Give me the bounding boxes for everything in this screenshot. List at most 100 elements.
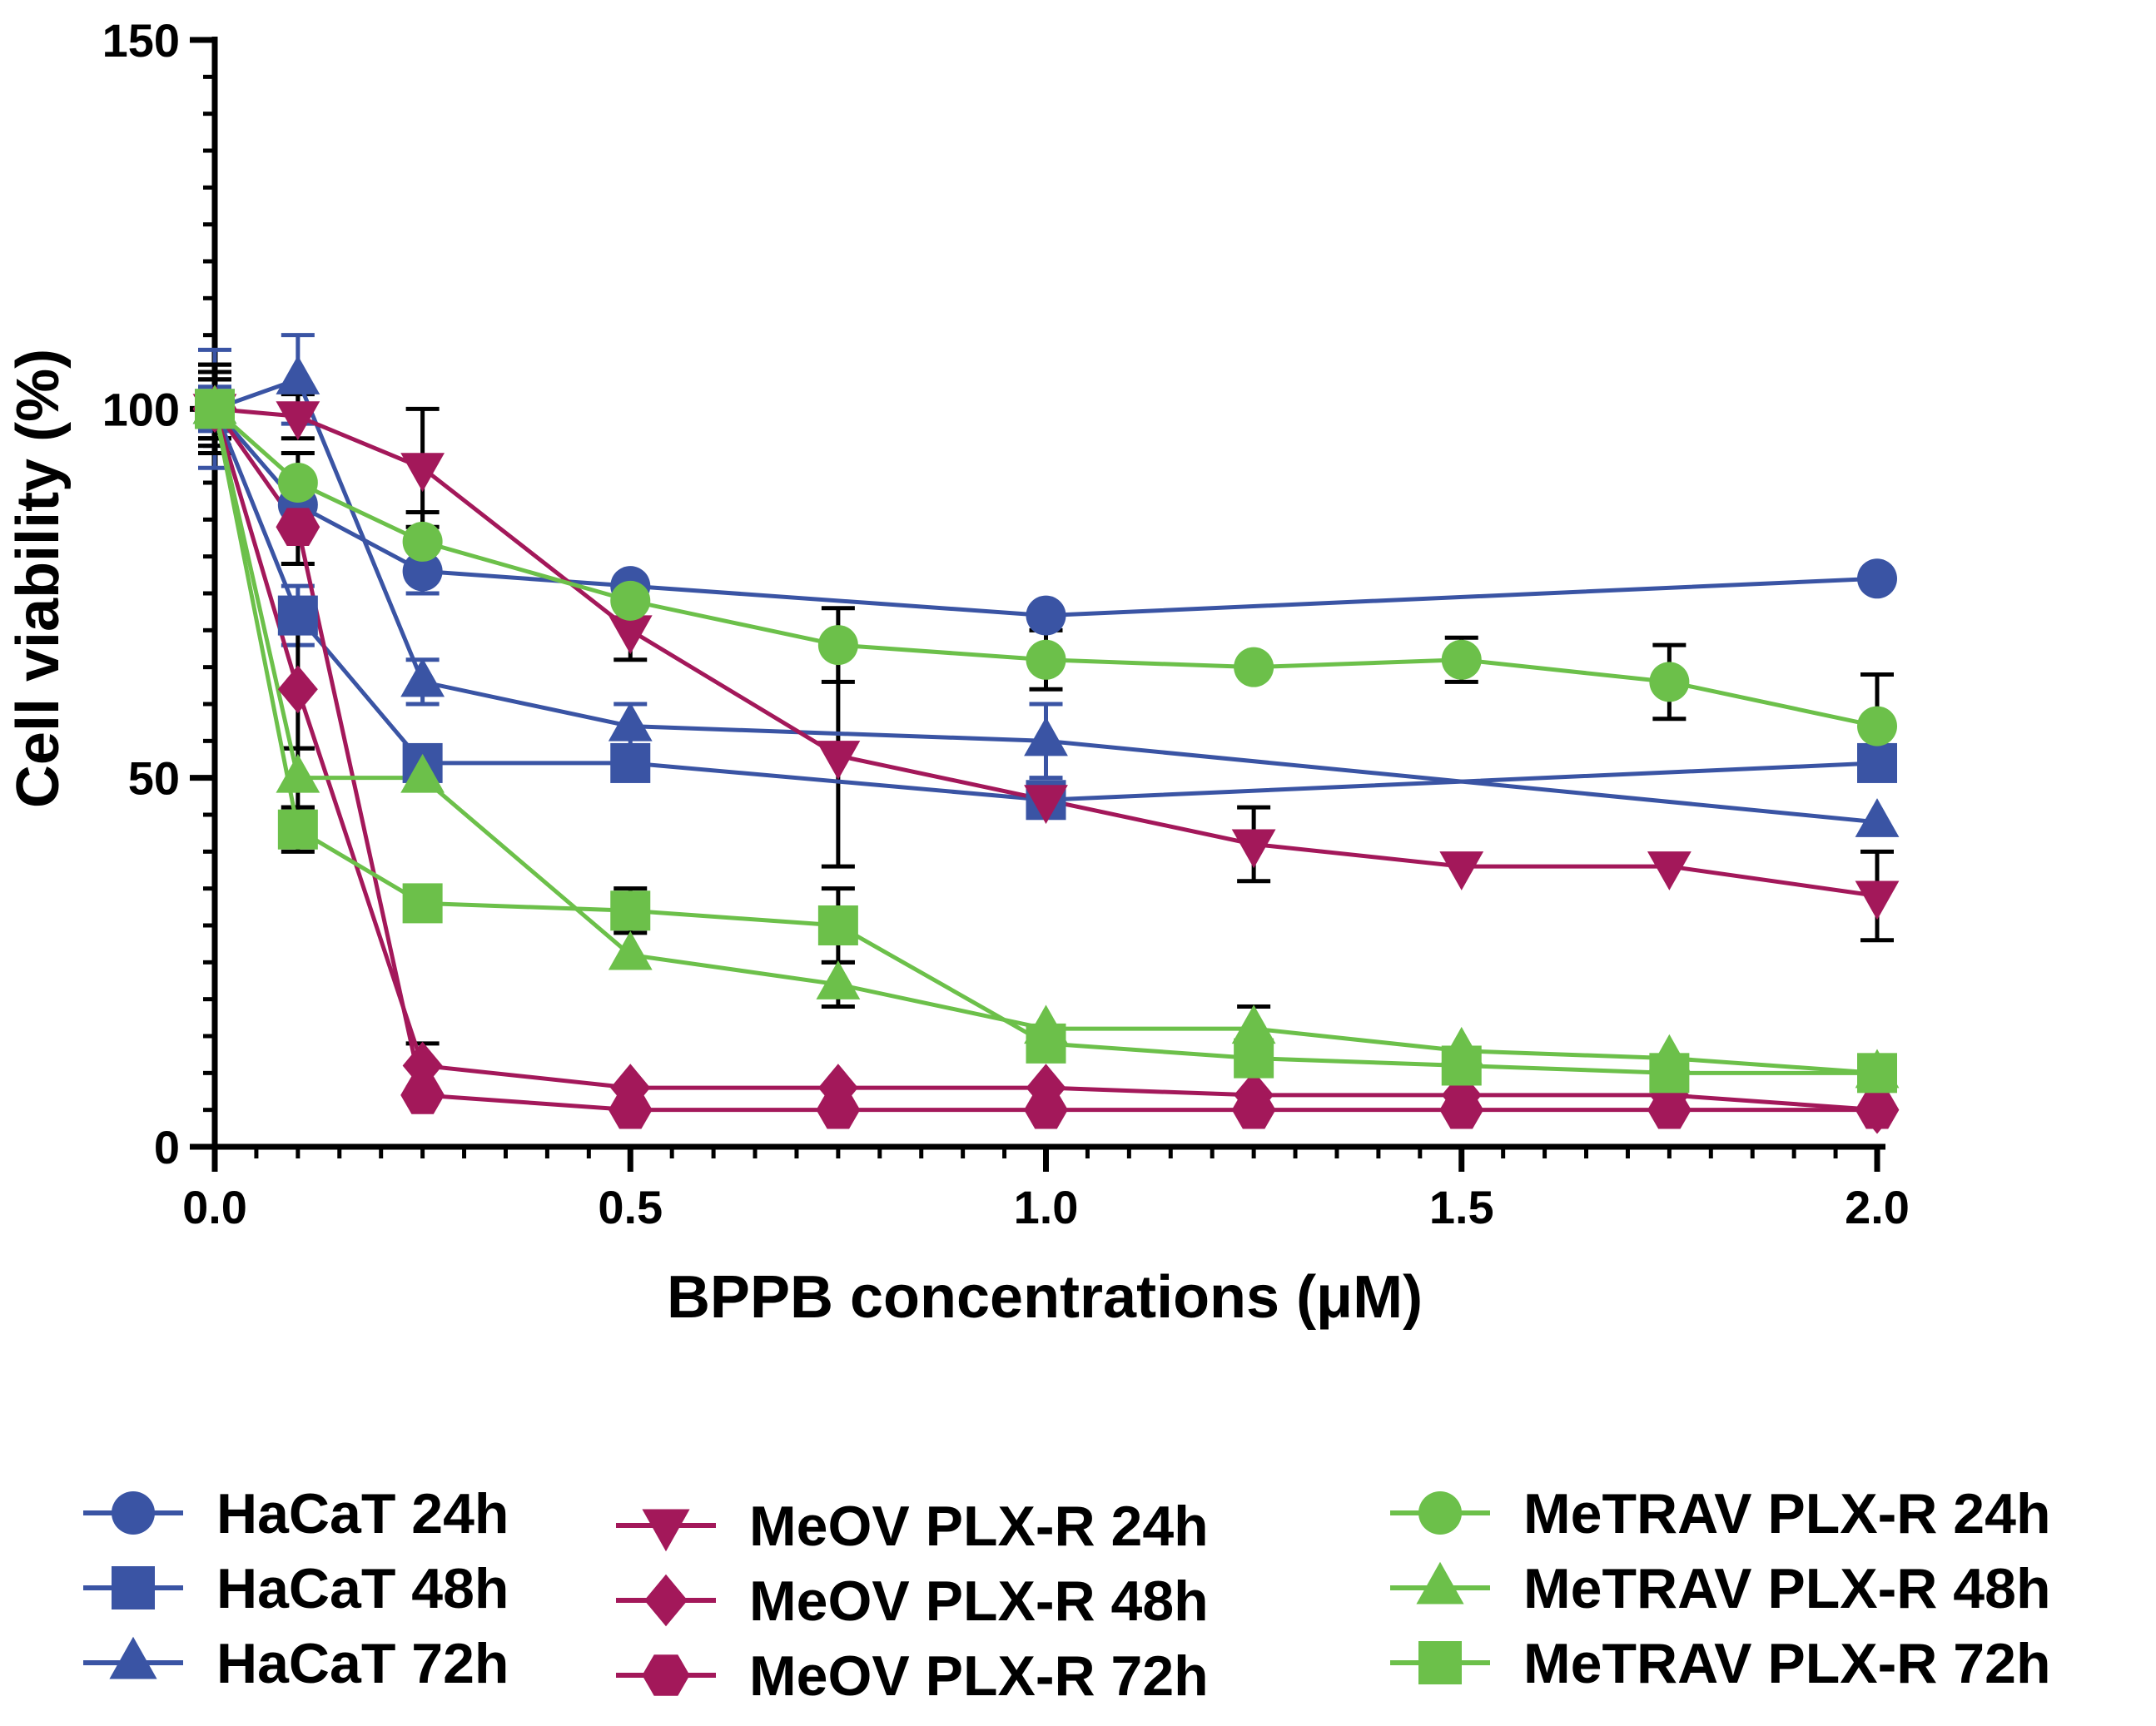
data-point [277, 665, 318, 714]
legend-marker [1418, 1641, 1462, 1684]
legend-label: MeTRAV PLX-R 24h [1523, 1482, 2050, 1545]
data-point [1024, 717, 1068, 756]
y-tick-label: 0 [154, 1121, 180, 1173]
legend: HaCaT 24h HaCaT 48h HaCaT 72h MeOV PLX-R 24… [83, 1482, 2050, 1708]
data-point [402, 521, 443, 562]
legend-marker [109, 1636, 157, 1679]
legend-marker [644, 1574, 688, 1627]
data-point [608, 615, 653, 655]
series-markers-8 [195, 389, 1897, 1094]
data-point [277, 595, 318, 636]
data-point [400, 753, 445, 793]
legend-item: MeTRAV PLX-R 24h [1390, 1482, 2050, 1545]
legend-item: MeOV PLX-R 48h [616, 1570, 1209, 1633]
legend-marker [112, 1491, 155, 1535]
series-line-1 [212, 408, 1878, 802]
series-line-5 [212, 407, 1877, 1113]
x-tick-label: 1.0 [1014, 1181, 1079, 1233]
series-markers-0 [195, 389, 1897, 636]
data-point [1441, 639, 1482, 680]
data-point [1857, 558, 1897, 599]
x-tick-label: 0.5 [598, 1181, 663, 1233]
data-point [277, 463, 318, 503]
axes: 0 50 100 150 0.0 0.5 1.0 1.5 2.0 [102, 14, 1910, 1233]
series-line-3 [214, 406, 1878, 899]
data-point [1024, 1090, 1068, 1129]
data-point [610, 890, 651, 931]
legend-marker [642, 1654, 690, 1696]
legend-marker [1418, 1491, 1462, 1535]
data-point [1855, 1090, 1900, 1129]
data-point [276, 508, 320, 546]
x-tick-label: 2.0 [1845, 1181, 1910, 1233]
legend-label: MeTRAV PLX-R 72h [1523, 1632, 2050, 1695]
data-point [1026, 1023, 1066, 1064]
data-point [610, 580, 651, 621]
series-markers-5 [192, 389, 1900, 1129]
data-point [608, 702, 653, 741]
series-line-8 [212, 408, 1877, 1075]
data-point [1439, 851, 1484, 890]
data-point [1855, 880, 1900, 920]
data-point [1439, 1090, 1484, 1129]
legend-item: MeTRAV PLX-R 72h [1390, 1632, 2050, 1695]
data-point [1026, 639, 1066, 680]
data-point [400, 657, 445, 697]
x-tick-label: 0.0 [182, 1181, 247, 1233]
data-point [816, 741, 861, 780]
data-point [1857, 742, 1897, 783]
data-point [817, 905, 858, 945]
data-point [1231, 829, 1276, 869]
data-point [1234, 1038, 1274, 1079]
data-point [1857, 1053, 1897, 1094]
data-point [1857, 706, 1897, 746]
legend-item: HaCaT 72h [83, 1632, 509, 1695]
data-point [1649, 1053, 1690, 1094]
legend-item: HaCaT 48h [83, 1557, 509, 1620]
legend-label: MeOV PLX-R 72h [749, 1644, 1209, 1708]
data-point [400, 453, 445, 493]
data-point [610, 742, 651, 783]
data-point [1649, 662, 1690, 702]
data-point [1647, 851, 1692, 890]
data-point [608, 1090, 653, 1129]
legend-marker [642, 1509, 690, 1552]
legend-label: MeOV PLX-R 48h [749, 1570, 1209, 1633]
legend-label: MeOV PLX-R 24h [749, 1495, 1209, 1558]
series-line-6 [213, 407, 1878, 729]
data-point [276, 401, 320, 440]
legend-label: HaCaT 24h [216, 1482, 509, 1545]
data-point [1234, 647, 1274, 687]
data-point [1026, 595, 1066, 636]
legend-marker [112, 1566, 155, 1609]
legend-label: HaCaT 72h [216, 1632, 509, 1695]
y-tick-label: 150 [102, 14, 180, 67]
y-axis-title: Cell viability (%) [5, 349, 72, 808]
legend-item: MeTRAV PLX-R 48h [1390, 1557, 2050, 1620]
data-point [1855, 798, 1900, 837]
data-point [1647, 1090, 1692, 1129]
data-point [1231, 1090, 1276, 1129]
series-markers-6 [195, 389, 1897, 746]
data-point [402, 551, 443, 592]
series-layer [192, 333, 1900, 1134]
data-point [195, 389, 235, 429]
legend-label: HaCaT 48h [216, 1557, 509, 1620]
data-point [402, 883, 443, 924]
legend-item: HaCaT 24h [83, 1482, 509, 1545]
series-errorbars-7 [198, 377, 1271, 1054]
data-point [608, 930, 653, 970]
y-tick-label: 100 [102, 383, 180, 435]
data-point [400, 1076, 445, 1114]
series-line-7 [212, 408, 1878, 1075]
data-point [817, 625, 858, 666]
data-point [276, 753, 320, 793]
data-point [1024, 785, 1068, 825]
legend-item: MeOV PLX-R 72h [616, 1644, 1209, 1708]
y-tick-label: 50 [128, 752, 180, 805]
data-point [816, 1090, 861, 1129]
x-axis-title: BPPB concentrations (μM) [667, 1264, 1423, 1331]
data-point [816, 960, 861, 999]
series-line-4 [212, 408, 1878, 1113]
